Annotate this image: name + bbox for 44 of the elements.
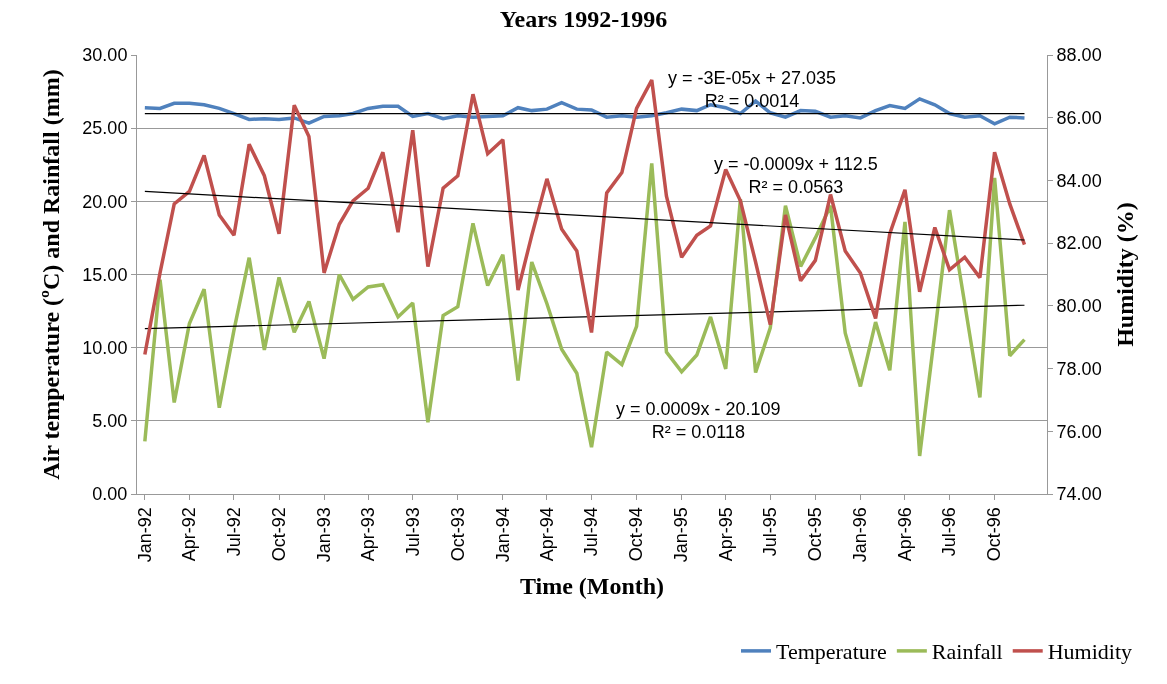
y-tick-label: 25.00 bbox=[82, 118, 128, 139]
y2-tick-label: 82.00 bbox=[1056, 233, 1102, 254]
y2-tick-label: 78.00 bbox=[1056, 358, 1102, 379]
x-tick-label: Jul-95 bbox=[760, 507, 781, 557]
x-tick-label: Oct-92 bbox=[268, 507, 289, 562]
y2-axis-title: Humidity (%) bbox=[1111, 202, 1138, 347]
chart-title: Years 1992-1996 bbox=[499, 6, 668, 33]
x-tick-label: Oct-94 bbox=[626, 507, 647, 562]
x-tick-label: Apr-95 bbox=[715, 507, 736, 562]
y-tick-label: 5.00 bbox=[92, 411, 128, 432]
x-tick-label: Apr-94 bbox=[536, 507, 557, 562]
legend-label: Humidity bbox=[1047, 639, 1133, 665]
y2-tick-label: 76.00 bbox=[1056, 421, 1102, 442]
y-tick-label: 30.00 bbox=[82, 45, 128, 66]
y-tick-label: 20.00 bbox=[82, 191, 128, 212]
y-axis-title: Air temperature (ºC) and Rainfall (mm) bbox=[38, 69, 65, 480]
x-tick-label: Jul-94 bbox=[581, 507, 602, 557]
x-tick-label: Jul-96 bbox=[939, 507, 960, 557]
x-tick-label: Oct-96 bbox=[984, 507, 1005, 562]
legend-label: Temperature bbox=[776, 639, 887, 665]
y-tick-label: 0.00 bbox=[92, 484, 128, 505]
x-axis-title: Time (Month) bbox=[519, 572, 665, 599]
x-tick-label: Apr-92 bbox=[179, 507, 200, 562]
x-tick-label: Apr-93 bbox=[358, 507, 379, 562]
x-tick-label: Jul-93 bbox=[402, 507, 423, 557]
y-tick-label: 15.00 bbox=[82, 264, 128, 285]
annotation: y = -0.0009x + 112.5 R² = 0.0563 bbox=[714, 154, 878, 198]
x-tick-label: Jan-96 bbox=[850, 507, 871, 563]
annotation: y = 0.0009x - 20.109 R² = 0.0118 bbox=[616, 399, 781, 443]
x-tick-label: Jan-92 bbox=[134, 507, 155, 563]
x-tick-label: Jul-92 bbox=[223, 507, 244, 557]
x-tick-label: Jan-94 bbox=[492, 507, 513, 563]
y2-tick-label: 74.00 bbox=[1056, 484, 1102, 505]
legend-label: Rainfall bbox=[931, 639, 1003, 665]
y-tick-label: 10.00 bbox=[82, 337, 128, 358]
y2-tick-label: 84.00 bbox=[1056, 170, 1102, 191]
y2-tick-label: 86.00 bbox=[1056, 108, 1102, 129]
x-tick-label: Oct-95 bbox=[805, 507, 826, 562]
x-tick-label: Jan-95 bbox=[671, 507, 692, 563]
x-tick-label: Oct-93 bbox=[447, 507, 468, 562]
y2-tick-label: 88.00 bbox=[1056, 45, 1102, 66]
x-tick-label: Jan-93 bbox=[313, 507, 334, 563]
y2-tick-label: 80.00 bbox=[1056, 296, 1102, 317]
x-tick-label: Apr-96 bbox=[894, 507, 915, 562]
